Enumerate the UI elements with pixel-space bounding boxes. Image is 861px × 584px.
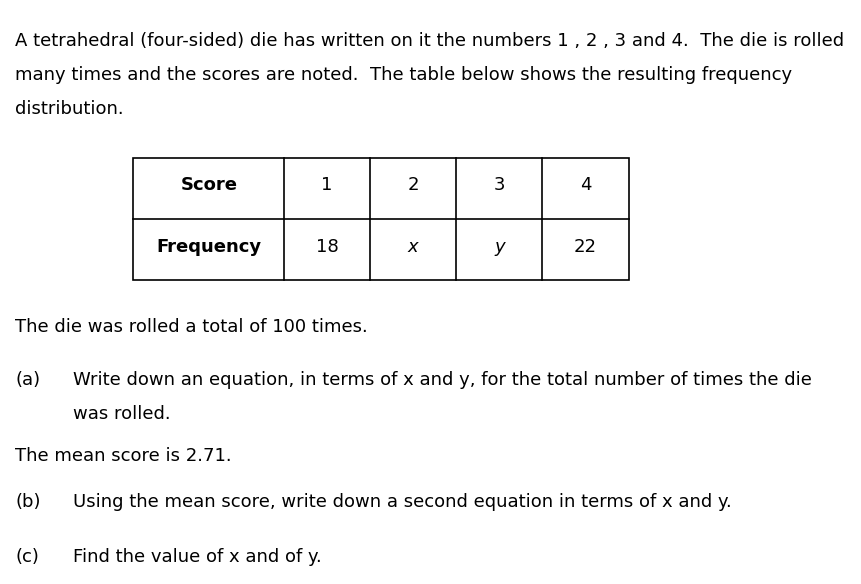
Text: Using the mean score, write down a second equation in terms of x and y.: Using the mean score, write down a secon… bbox=[73, 493, 732, 512]
Text: 22: 22 bbox=[574, 238, 597, 256]
Text: (a): (a) bbox=[15, 371, 40, 389]
Text: Score: Score bbox=[180, 176, 238, 194]
Text: Frequency: Frequency bbox=[156, 238, 262, 256]
Text: Write down an equation, in terms of x and y, for the total number of times the d: Write down an equation, in terms of x an… bbox=[73, 371, 812, 389]
Text: (b): (b) bbox=[15, 493, 41, 512]
Text: y: y bbox=[494, 238, 505, 256]
Text: 3: 3 bbox=[493, 176, 505, 194]
Text: A tetrahedral (four-sided) die has written on it the numbers 1 , 2 , 3 and 4.  T: A tetrahedral (four-sided) die has writt… bbox=[15, 32, 845, 50]
Text: (c): (c) bbox=[15, 548, 40, 566]
Text: was rolled.: was rolled. bbox=[73, 405, 170, 423]
Text: x: x bbox=[408, 238, 418, 256]
Text: distribution.: distribution. bbox=[15, 100, 124, 118]
Bar bbox=[133, 158, 629, 280]
Text: 1: 1 bbox=[321, 176, 333, 194]
Text: The mean score is 2.71.: The mean score is 2.71. bbox=[15, 447, 232, 465]
Text: many times and the scores are noted.  The table below shows the resulting freque: many times and the scores are noted. The… bbox=[15, 66, 793, 84]
Text: The die was rolled a total of 100 times.: The die was rolled a total of 100 times. bbox=[15, 318, 369, 336]
Text: 18: 18 bbox=[316, 238, 338, 256]
Text: 4: 4 bbox=[579, 176, 592, 194]
Text: 2: 2 bbox=[407, 176, 419, 194]
Text: Find the value of x and of y.: Find the value of x and of y. bbox=[73, 548, 322, 566]
